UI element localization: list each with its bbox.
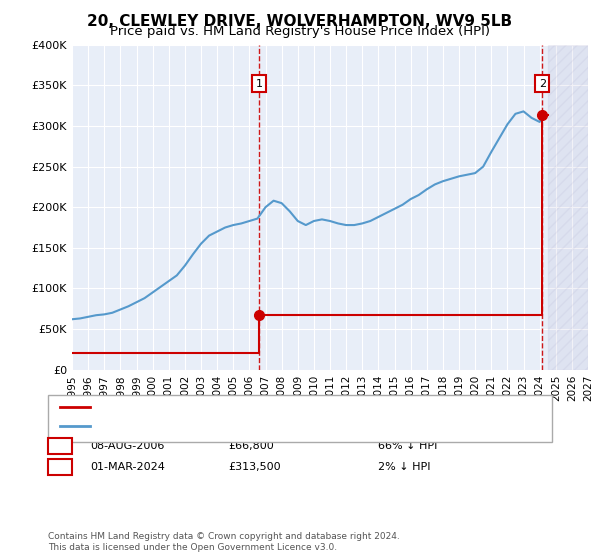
Text: 20, CLEWLEY DRIVE, WOLVERHAMPTON, WV9 5LB: 20, CLEWLEY DRIVE, WOLVERHAMPTON, WV9 5L… xyxy=(88,14,512,29)
Text: 01-MAR-2024: 01-MAR-2024 xyxy=(90,462,165,472)
Text: 08-AUG-2006: 08-AUG-2006 xyxy=(90,441,164,451)
Text: Price paid vs. HM Land Registry's House Price Index (HPI): Price paid vs. HM Land Registry's House … xyxy=(110,25,490,38)
Text: 20, CLEWLEY DRIVE, WOLVERHAMPTON, WV9 5LB (detached house): 20, CLEWLEY DRIVE, WOLVERHAMPTON, WV9 5L… xyxy=(96,402,450,412)
Text: 2: 2 xyxy=(539,79,546,89)
Text: 66% ↓ HPI: 66% ↓ HPI xyxy=(378,441,437,451)
Text: 1: 1 xyxy=(256,79,263,89)
Text: Contains HM Land Registry data © Crown copyright and database right 2024.
This d: Contains HM Land Registry data © Crown c… xyxy=(48,532,400,552)
Text: £313,500: £313,500 xyxy=(228,462,281,472)
Text: 2% ↓ HPI: 2% ↓ HPI xyxy=(378,462,431,472)
Text: HPI: Average price, detached house, Wolverhampton: HPI: Average price, detached house, Wolv… xyxy=(96,421,371,431)
Text: 2: 2 xyxy=(56,462,64,472)
Bar xyxy=(548,45,588,370)
Text: 1: 1 xyxy=(56,441,64,451)
Text: £66,800: £66,800 xyxy=(228,441,274,451)
